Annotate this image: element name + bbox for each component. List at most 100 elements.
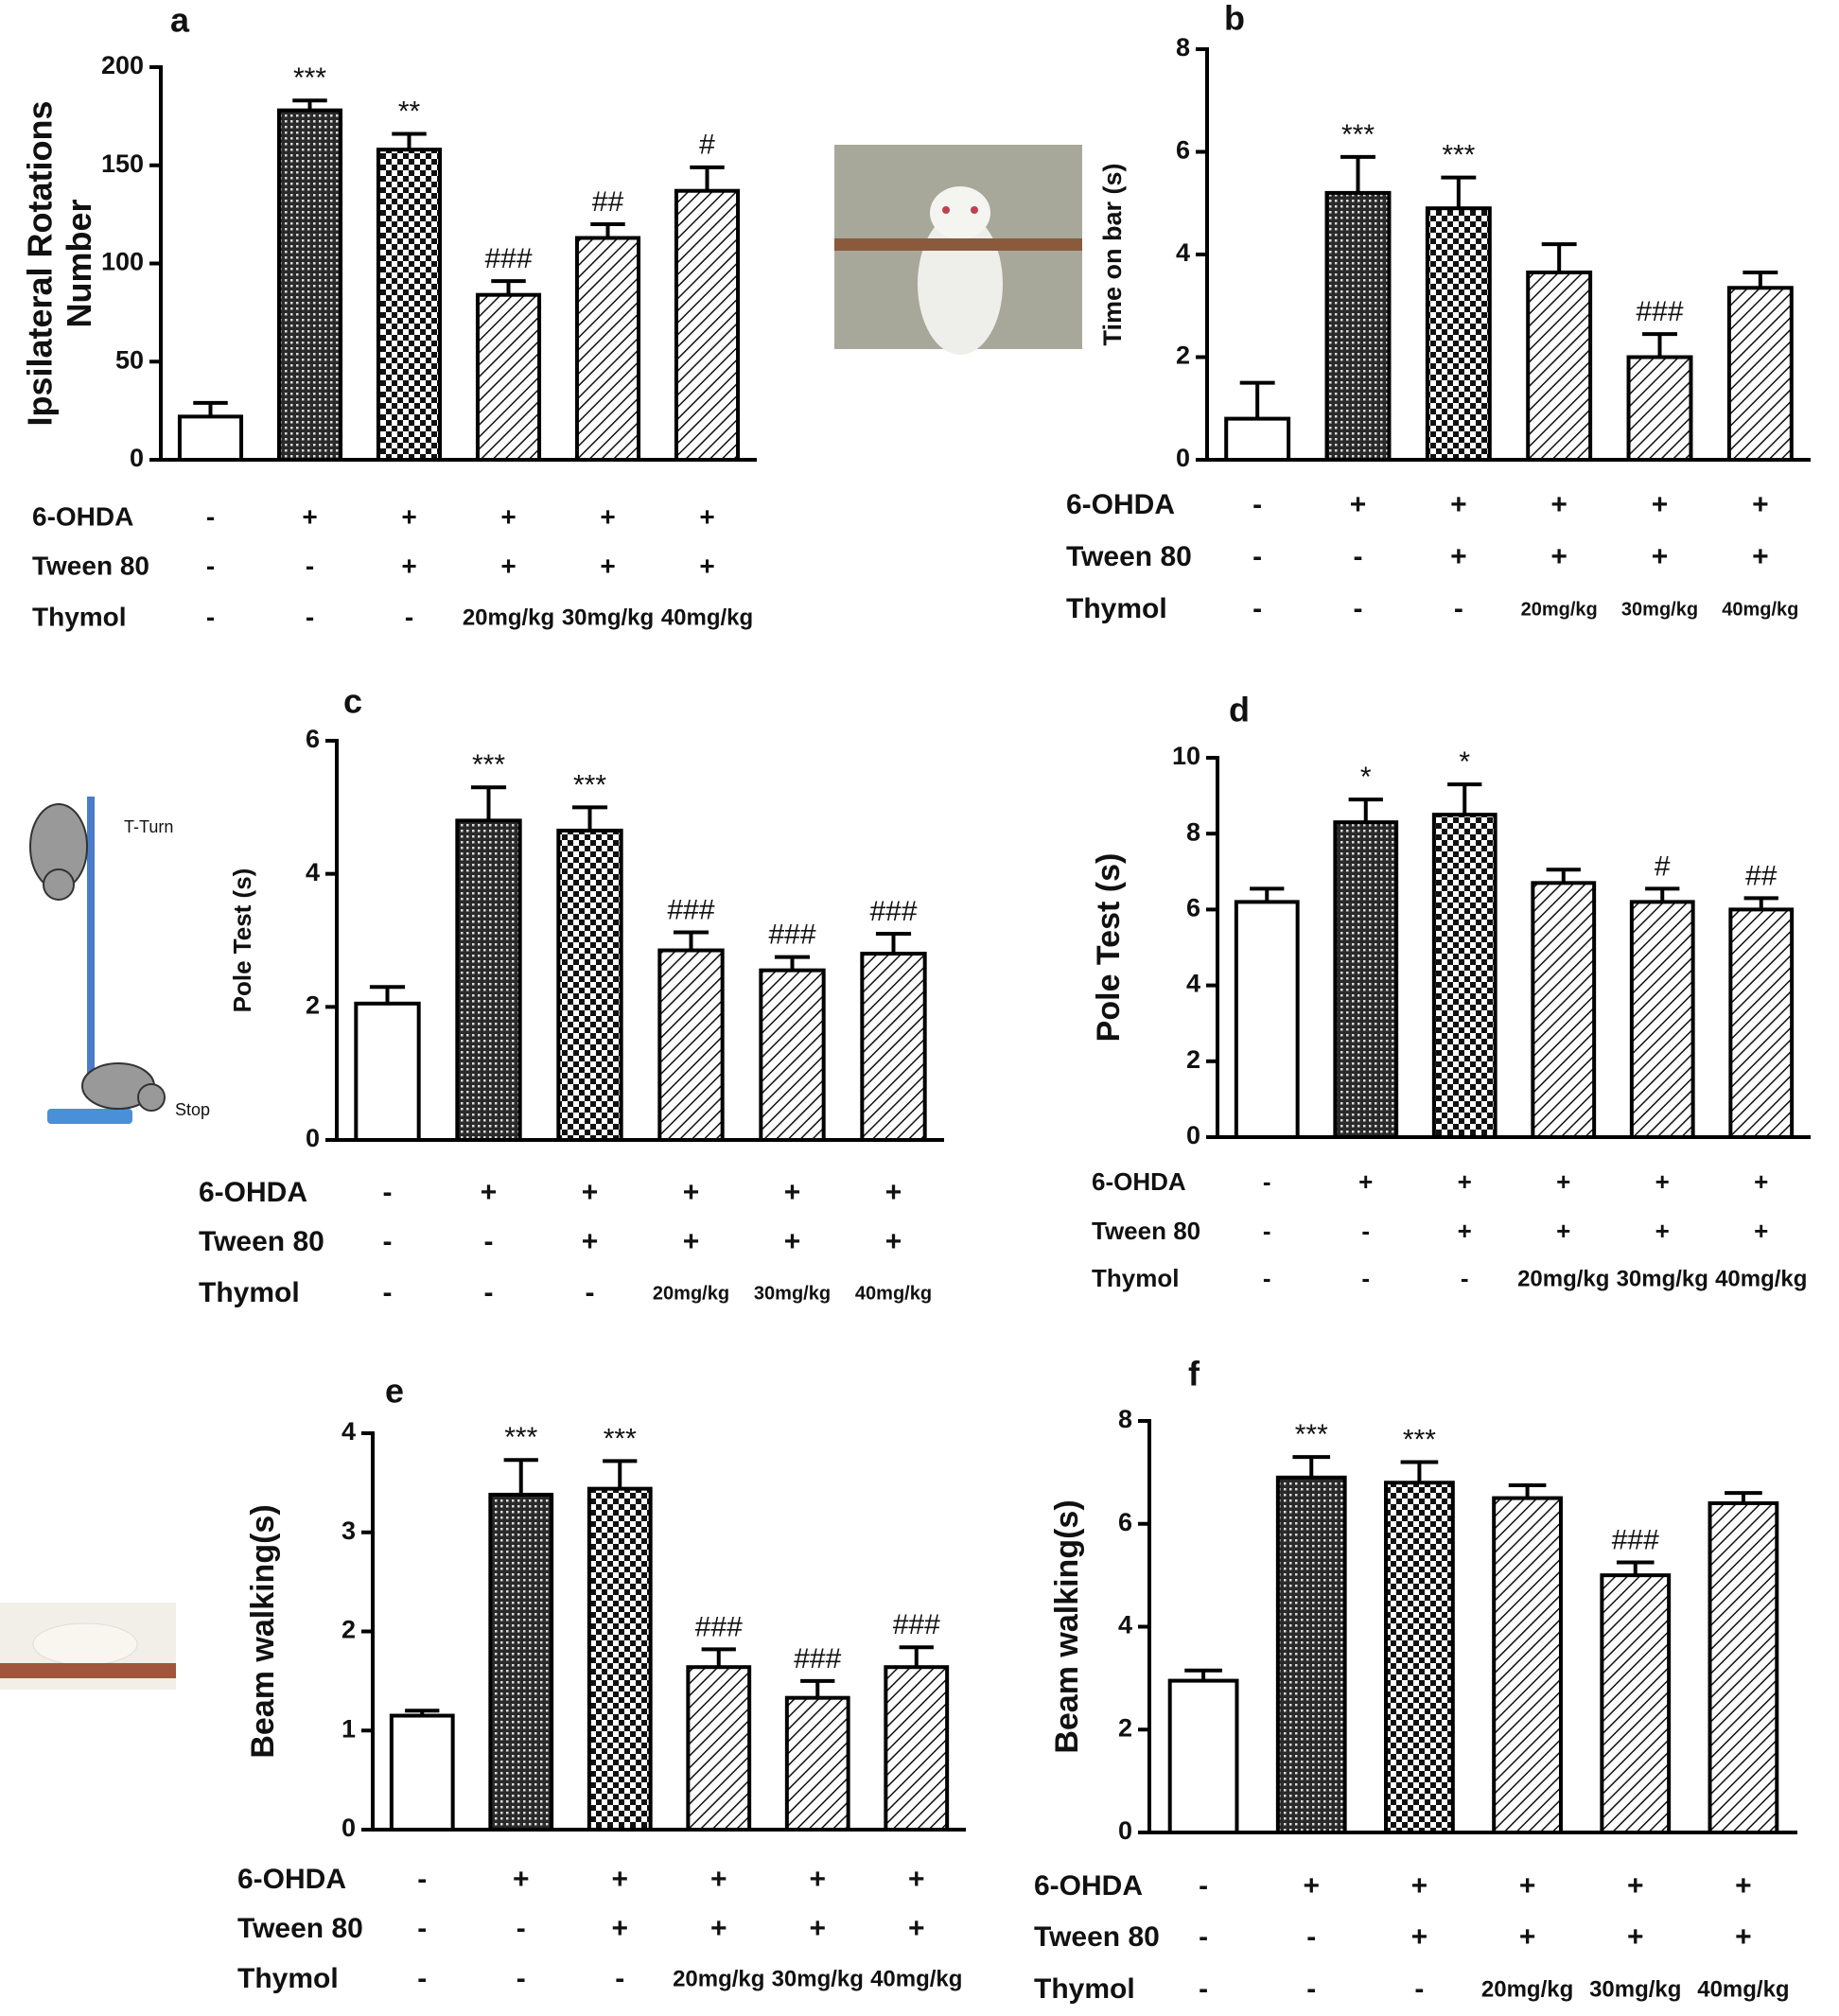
condition-value: - — [206, 501, 215, 531]
y-tick-label: 50 — [115, 345, 144, 374]
photo-bar-test — [834, 145, 1082, 355]
significance-label: # — [1655, 850, 1671, 882]
condition-value: + — [1754, 1167, 1768, 1196]
condition-name: Tween 80 — [1034, 1921, 1160, 1953]
panel-label: a — [170, 1, 190, 40]
bar — [1728, 907, 1795, 1140]
condition-name: Tween 80 — [1092, 1217, 1200, 1245]
condition-name: Tween 80 — [199, 1226, 324, 1257]
condition-value: + — [1556, 1167, 1570, 1196]
condition-value: 40mg/kg — [855, 1283, 932, 1304]
y-axis-title: Ipsilateral Rotations — [21, 100, 60, 426]
bar — [177, 414, 244, 463]
condition-name: 6-OHDA — [1066, 489, 1175, 520]
significance-label: *** — [1442, 140, 1475, 171]
condition-value: + — [699, 501, 714, 531]
condition-name: Thymol — [1092, 1264, 1179, 1292]
y-tick-label: 1 — [342, 1714, 356, 1743]
significance-label: *** — [1341, 119, 1375, 150]
condition-value: 40mg/kg — [1697, 1976, 1789, 2002]
condition-value: + — [710, 1864, 727, 1895]
y-tick-label: 4 — [342, 1417, 356, 1446]
y-tick-label: 8 — [1118, 1405, 1132, 1433]
condition-value: - — [484, 1277, 494, 1308]
condition-value: + — [908, 1913, 925, 1944]
condition-value: + — [1450, 541, 1467, 572]
condition-value: - — [1263, 1167, 1271, 1196]
condition-value: 30mg/kg — [1617, 1266, 1708, 1291]
bar — [1629, 900, 1695, 1139]
condition-value: 40mg/kg — [870, 1966, 962, 1991]
condition-value: + — [809, 1864, 826, 1895]
condition-value: + — [1652, 541, 1669, 572]
condition-value: + — [710, 1913, 727, 1944]
bar — [574, 236, 641, 462]
condition-value: + — [1655, 1167, 1670, 1196]
y-axis-title: Beam walking(s) — [1049, 1499, 1085, 1753]
y-axis-title: Time on bar (s) — [1098, 163, 1127, 345]
condition-value: - — [383, 1226, 393, 1257]
y-axis-title: Pole Test (s) — [1091, 853, 1127, 1043]
bar — [1425, 206, 1492, 463]
bar — [784, 1695, 850, 1832]
significance-label: *** — [293, 62, 326, 94]
condition-name: 6-OHDA — [237, 1864, 346, 1895]
bar — [1600, 1573, 1672, 1834]
y-tick-label: 6 — [1118, 1508, 1132, 1536]
bar — [556, 828, 623, 1142]
condition-value: + — [513, 1864, 530, 1895]
condition-name: 6-OHDA — [32, 501, 133, 531]
panel: - - - *** + - - ** + + - ### + +20mg/kg ## + +30mg/kg # + +… — [21, 1, 757, 631]
bar — [1324, 190, 1392, 462]
bar — [686, 1665, 752, 1832]
significance-label: * — [1360, 762, 1372, 793]
condition-value: - — [1414, 1973, 1424, 2005]
condition-value: + — [401, 501, 416, 531]
condition-value: + — [784, 1177, 801, 1208]
condition-value: + — [611, 1864, 628, 1895]
y-tick-label: 8 — [1176, 33, 1190, 61]
bar — [587, 1486, 653, 1832]
condition-value: - — [383, 1177, 393, 1208]
significance-label: * — [1459, 746, 1470, 778]
condition-value: + — [1752, 541, 1769, 572]
y-tick-label: 0 — [306, 1124, 320, 1152]
significance-label: ### — [1612, 1524, 1659, 1555]
condition-value: + — [1550, 541, 1568, 572]
y-tick-label: 4 — [1186, 970, 1200, 998]
condition-value: - — [1252, 593, 1262, 624]
condition-value: + — [1655, 1217, 1670, 1245]
condition-value: + — [908, 1864, 925, 1895]
condition-value: + — [600, 551, 615, 580]
y-tick-label: 6 — [306, 725, 320, 753]
significance-label: *** — [504, 1422, 537, 1453]
bar — [1431, 813, 1497, 1140]
condition-value: 20mg/kg — [463, 605, 554, 630]
condition-value: + — [1652, 489, 1669, 520]
condition-value: + — [1303, 1870, 1320, 1902]
condition-name: 6-OHDA — [1034, 1870, 1143, 1902]
panel-label: e — [385, 1372, 404, 1411]
condition-name: Tween 80 — [1066, 541, 1192, 572]
condition-value: + — [582, 1226, 599, 1257]
bar — [1224, 416, 1291, 463]
condition-value: + — [481, 1177, 498, 1208]
y-tick-label: 0 — [1176, 444, 1190, 472]
condition-value: - — [1354, 593, 1363, 624]
significance-label: *** — [604, 1423, 637, 1454]
condition-value: 40mg/kg — [661, 605, 753, 630]
condition-value: + — [1519, 1921, 1536, 1953]
significance-label: *** — [1295, 1419, 1328, 1450]
y-axis-title: Number — [60, 199, 98, 327]
condition-value: + — [1627, 1870, 1644, 1902]
condition-value: + — [809, 1913, 826, 1944]
condition-value: + — [1519, 1870, 1536, 1902]
bar — [759, 968, 826, 1143]
condition-value: + — [1556, 1217, 1570, 1245]
y-tick-label: 10 — [1172, 742, 1200, 770]
pole-illustration: T-Turn Stop — [29, 797, 210, 1124]
condition-value: + — [1458, 1167, 1472, 1196]
condition-name: Thymol — [237, 1963, 339, 1994]
bar — [1333, 820, 1399, 1139]
